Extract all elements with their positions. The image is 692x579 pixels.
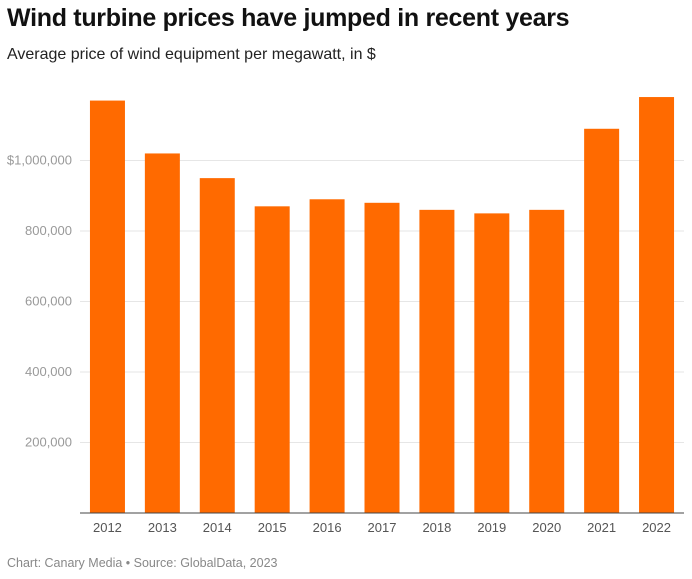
x-tick-label: 2014 xyxy=(203,520,232,535)
bar-2018 xyxy=(419,209,455,513)
bar-2020 xyxy=(529,209,565,513)
x-axis-ticks: 2012 2013 2014 2015 2016 2017 2018 2019 2020 2021… xyxy=(93,520,671,535)
x-tick-label: 2021 xyxy=(587,520,616,535)
x-tick-label: 2020 xyxy=(532,520,561,535)
bar-2014 xyxy=(199,178,235,513)
bar-2021 xyxy=(584,128,620,513)
x-tick-label: 2015 xyxy=(258,520,287,535)
bar-2017 xyxy=(364,202,400,514)
x-tick-label: 2012 xyxy=(93,520,122,535)
bars xyxy=(89,97,675,514)
bar-2015 xyxy=(254,206,290,513)
y-tick-label: 200,000 xyxy=(25,435,72,450)
x-tick-label: 2022 xyxy=(642,520,671,535)
chart-subtitle: Average price of wind equipment per mega… xyxy=(7,46,376,63)
x-tick-label: 2013 xyxy=(148,520,177,535)
y-axis-ticks: 200,000 400,000 600,000 800,000 $1,000,000 xyxy=(7,153,72,450)
x-tick-label: 2018 xyxy=(422,520,451,535)
x-tick-label: 2019 xyxy=(477,520,506,535)
x-tick-label: 2016 xyxy=(313,520,342,535)
y-tick-label: $1,000,000 xyxy=(7,153,72,168)
bar-2012 xyxy=(89,100,125,513)
y-tick-label: 800,000 xyxy=(25,223,72,238)
bar-2019 xyxy=(474,213,510,513)
source-note: Chart: Canary Media • Source: GlobalData… xyxy=(7,556,278,570)
y-tick-label: 400,000 xyxy=(25,364,72,379)
bar-2022 xyxy=(639,97,675,514)
chart-title: Wind turbine prices have jumped in recen… xyxy=(7,4,570,32)
bar-2013 xyxy=(144,153,180,513)
y-tick-label: 600,000 xyxy=(25,294,72,309)
x-tick-label: 2017 xyxy=(368,520,397,535)
bar-2016 xyxy=(309,199,345,513)
